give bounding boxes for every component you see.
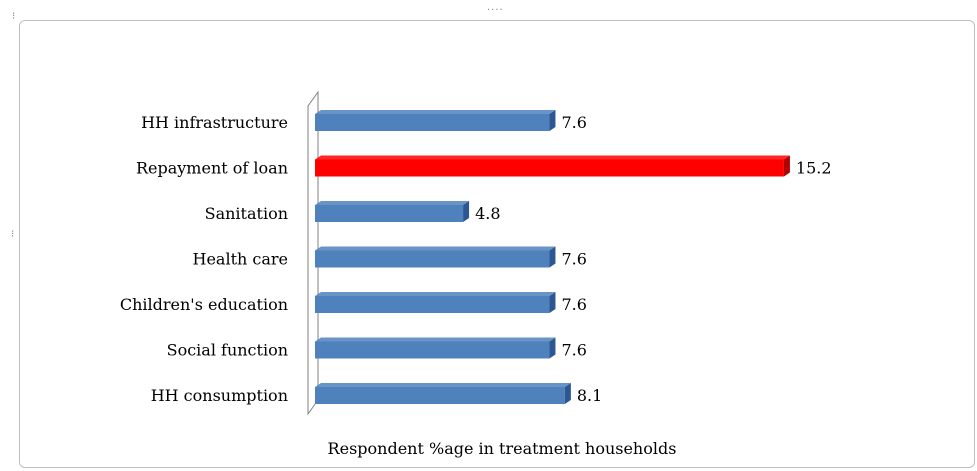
category-label: Sanitation (205, 204, 288, 223)
bar-top (315, 383, 571, 387)
category-label: Health care (192, 250, 288, 269)
bar-front (315, 387, 565, 404)
category-label: HH consumption (151, 386, 288, 405)
category-label: Children's education (120, 295, 288, 314)
resize-handle-corner-icon[interactable]: ⁝ (12, 11, 16, 22)
bars (315, 110, 790, 404)
bar-end (549, 246, 556, 268)
bar-end (549, 337, 556, 359)
value-label: 7.6 (561, 295, 586, 314)
category-label: HH infrastructure (141, 113, 288, 132)
category-label: Repayment of loan (136, 159, 288, 178)
value-label: 4.8 (475, 204, 500, 223)
value-label: 8.1 (577, 386, 602, 405)
bar-top (315, 292, 556, 296)
bar (315, 110, 556, 131)
value-label: 7.6 (561, 341, 586, 360)
bar (315, 292, 556, 313)
value-label: 15.2 (796, 159, 832, 178)
bar-end (564, 383, 571, 404)
bar (315, 201, 470, 222)
bar-end (783, 155, 790, 177)
bar (315, 246, 556, 268)
bar-top (315, 155, 790, 160)
bar-top (315, 246, 556, 251)
bar-top (315, 201, 470, 205)
resize-handle-left-icon[interactable]: ⁝ (11, 229, 15, 240)
bar-end (549, 292, 556, 313)
bar-front (315, 296, 550, 313)
category-labels: HH infrastructure Repayment of loan Sanita… (120, 113, 288, 405)
value-label: 7.6 (561, 250, 586, 269)
bar-front (315, 114, 550, 131)
bar-end (549, 110, 556, 131)
value-label: 7.6 (561, 113, 586, 132)
bar-front (315, 205, 464, 222)
resize-handle-top-icon[interactable]: ···· (487, 5, 504, 16)
bar (315, 383, 571, 404)
bar (315, 337, 556, 359)
bar-end (463, 201, 470, 222)
bar-top (315, 110, 556, 114)
category-label: Social function (167, 341, 288, 360)
bar-front (315, 250, 550, 268)
bar-front (315, 159, 784, 177)
bar (315, 155, 790, 177)
bar-front (315, 341, 550, 359)
value-labels: 7.6 15.2 4.8 7.6 7.6 7.6 8.1 (475, 113, 831, 405)
bar-top (315, 337, 556, 342)
x-axis-title: Respondent %age in treatment households (328, 439, 677, 458)
